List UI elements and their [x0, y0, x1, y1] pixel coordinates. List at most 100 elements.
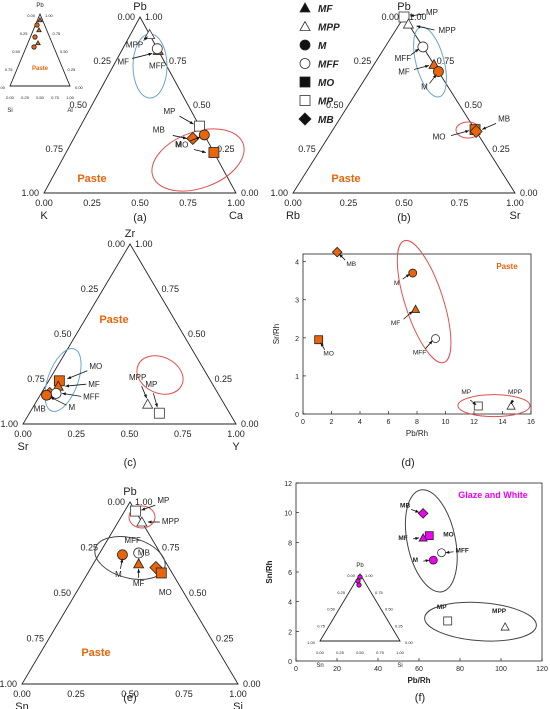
annotation-paste: Paste: [32, 66, 49, 72]
axis-left-label: K: [40, 210, 48, 222]
pointer-head: [143, 36, 148, 41]
pointer-head: [415, 536, 420, 541]
pointer-head: [320, 342, 324, 347]
legend-label-mo: MO: [318, 78, 334, 89]
group-ellipse: [128, 505, 156, 529]
pointer-head: [148, 52, 153, 56]
right-tick-label: 0.50: [193, 100, 211, 110]
point-m: [408, 268, 418, 278]
bottom-tick-label: 1.00: [66, 95, 75, 100]
point-label-mff: MFF: [149, 62, 166, 71]
x-tick-label: 6: [387, 419, 391, 426]
pointer-head: [147, 520, 152, 524]
point-label-mf: MF: [117, 57, 129, 66]
ternary-frame: [319, 573, 401, 642]
pointer-head: [137, 568, 141, 573]
right-tick-label: 1.00: [409, 12, 427, 22]
axis-right-label: Si: [233, 701, 243, 709]
point-label-mf: MF: [398, 68, 410, 77]
right-tick-label: 0.00: [241, 188, 259, 198]
axis-top-label: Zr: [125, 228, 136, 240]
right-tick-label: 0.00: [75, 85, 84, 90]
legend-marker-mff: [299, 58, 311, 69]
point-mpp: [136, 516, 148, 527]
point-label-mo: MO: [175, 141, 188, 150]
figure-caption: (d): [401, 457, 414, 469]
chart-e: 0.00 0.25 0.50 0.75 1.00 1.00 0.75 0.50 0.25 0.00…: [0, 486, 261, 709]
x-tick-label: 10: [442, 419, 450, 426]
axis-left-label: Sn: [316, 663, 323, 669]
right-tick-label: 0.25: [217, 144, 235, 154]
bottom-tick-label: 0.50: [36, 95, 45, 100]
y-tick-label: 3: [295, 298, 299, 305]
point-mp: [129, 505, 141, 517]
point-label-mo: MO: [89, 362, 102, 371]
ternary-frame: [292, 16, 516, 194]
inset-points: [31, 16, 43, 50]
axis-left-label: Rb: [286, 210, 300, 222]
point-label-mff: MFF: [456, 548, 469, 555]
bottom-tick-label: 0.75: [376, 650, 385, 655]
left-tick-label: 0.25: [354, 56, 372, 66]
bottom-tick-label: 0.50: [121, 689, 139, 699]
figure-caption: (f): [415, 692, 425, 704]
axis-top-label: Pb: [397, 1, 410, 13]
bottom-tick-label: 0.50: [395, 198, 413, 208]
pointer-head: [143, 394, 147, 399]
y-tick-label: 0: [288, 659, 292, 666]
point-mo: [155, 567, 167, 579]
axis-left-label: Sn: [15, 701, 28, 709]
point-mpp: [506, 401, 516, 410]
point-label-m: M: [69, 403, 76, 412]
figure-caption: (c): [124, 457, 137, 469]
ternary-frame: [43, 16, 237, 194]
point-mp: [153, 407, 165, 419]
y-tick-label: 2: [288, 629, 292, 636]
left-tick-label: 0.00: [117, 12, 135, 22]
point-label-mff: MFF: [413, 350, 426, 357]
x-tick-label: 0: [301, 419, 305, 426]
legend-label-mpp: MPP: [318, 23, 340, 34]
right-tick-label: 0.75: [375, 590, 384, 595]
point-label-mff: MFF: [395, 54, 412, 63]
pointer-head: [65, 384, 70, 388]
right-tick-label: 1.00: [365, 573, 374, 578]
point-mo: [208, 147, 220, 158]
axis-right-label: Y: [232, 441, 240, 453]
point-label-mo: MO: [323, 351, 333, 358]
inset-point: [31, 44, 37, 50]
point-mp: [443, 616, 453, 626]
point-m: [433, 66, 444, 77]
bottom-tick-label: 0.75: [51, 95, 60, 100]
bottom-tick-label: 1.00: [396, 650, 405, 655]
bottom-tick-label: 0.75: [451, 198, 469, 208]
pointer-head: [62, 392, 66, 396]
point-label-mb: MB: [153, 125, 165, 134]
group-ellipse: [151, 128, 245, 192]
bottom-tick-label: 0.75: [179, 198, 197, 208]
right-tick-label: 0.00: [241, 419, 259, 429]
left-tick-label: 0.00: [27, 13, 36, 18]
point-label-mo: MO: [159, 588, 172, 597]
point-m: [198, 129, 210, 141]
y-tick-label: 8: [288, 540, 292, 547]
pointer-head: [196, 136, 201, 140]
point-label-mf: MF: [88, 380, 100, 389]
bottom-tick-label: 0.50: [131, 198, 149, 208]
right-tick-label: 0.75: [169, 56, 187, 66]
plot-frame: [295, 482, 543, 662]
right-tick-label: 0.50: [188, 329, 206, 339]
point-label-mf: MF: [398, 535, 407, 542]
point-label-mf: MF: [133, 579, 145, 588]
legend-label-mb: MB: [318, 115, 334, 126]
left-tick-label: 0.75: [26, 634, 44, 644]
point-mp: [194, 120, 205, 132]
point-label-mb: MB: [346, 261, 356, 268]
point-label-mp: MP: [461, 389, 471, 396]
legend-label-mff: MFF: [318, 60, 339, 71]
legend-marker-mf: [299, 2, 311, 13]
pointer-head: [465, 130, 470, 134]
x-tick-label: 4: [358, 419, 362, 426]
bottom-tick-label: 0.75: [174, 429, 192, 439]
pointer-head: [189, 120, 194, 125]
